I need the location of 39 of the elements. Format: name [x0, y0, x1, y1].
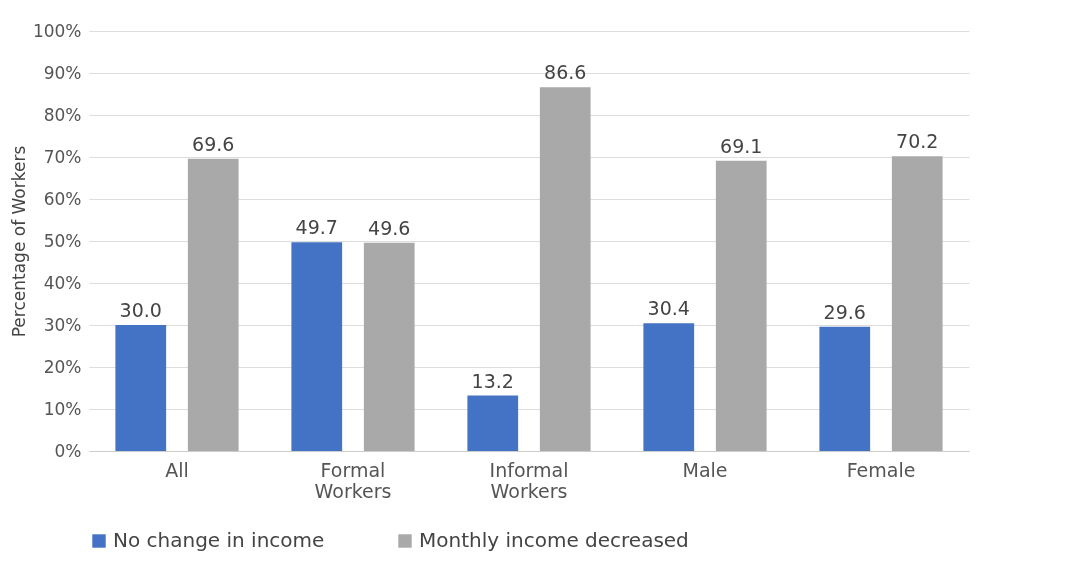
bar — [891, 156, 943, 451]
y-tick-label: 80% — [43, 104, 82, 125]
y-axis-title: Percentage of Workers — [8, 145, 29, 338]
x-tick-label: Formal Workers — [314, 458, 392, 502]
data-label: 49.7 — [295, 216, 338, 239]
bar — [115, 325, 167, 451]
y-tick-label: 70% — [43, 146, 82, 167]
x-tick-label: All — [165, 458, 189, 481]
y-tick-label: 90% — [43, 62, 82, 83]
bar — [715, 160, 767, 451]
y-tick-label: 30% — [43, 314, 82, 335]
data-label: 49.6 — [368, 216, 411, 239]
bar — [291, 242, 343, 451]
y-tick-label: 20% — [43, 356, 82, 377]
x-tick-label: Male — [682, 458, 728, 481]
y-tick-label: 10% — [43, 398, 82, 419]
y-tick-label: 50% — [43, 230, 82, 251]
y-tick-label: 100% — [32, 20, 82, 41]
bar — [819, 326, 871, 451]
x-tick-label: Informal Workers — [489, 458, 569, 502]
legend-label: No change in income — [113, 528, 325, 552]
bar — [539, 87, 591, 451]
bar — [643, 323, 695, 451]
data-label: 69.1 — [720, 134, 763, 157]
y-tick-label: 40% — [43, 272, 82, 293]
data-label: 69.6 — [192, 132, 235, 155]
x-tick-label: Female — [846, 458, 916, 481]
bar — [187, 158, 239, 451]
y-tick-label: 60% — [43, 188, 82, 209]
data-label: 30.0 — [119, 299, 162, 321]
data-label: 13.2 — [471, 369, 514, 392]
y-tick-label: 0% — [54, 440, 82, 461]
legend-label: Monthly income decreased — [419, 528, 689, 552]
data-label: 29.6 — [823, 300, 866, 323]
bar — [363, 242, 415, 451]
data-label: 70.2 — [896, 130, 939, 153]
bar — [467, 395, 519, 451]
data-label: 86.6 — [544, 61, 587, 84]
data-label: 30.4 — [647, 297, 690, 320]
